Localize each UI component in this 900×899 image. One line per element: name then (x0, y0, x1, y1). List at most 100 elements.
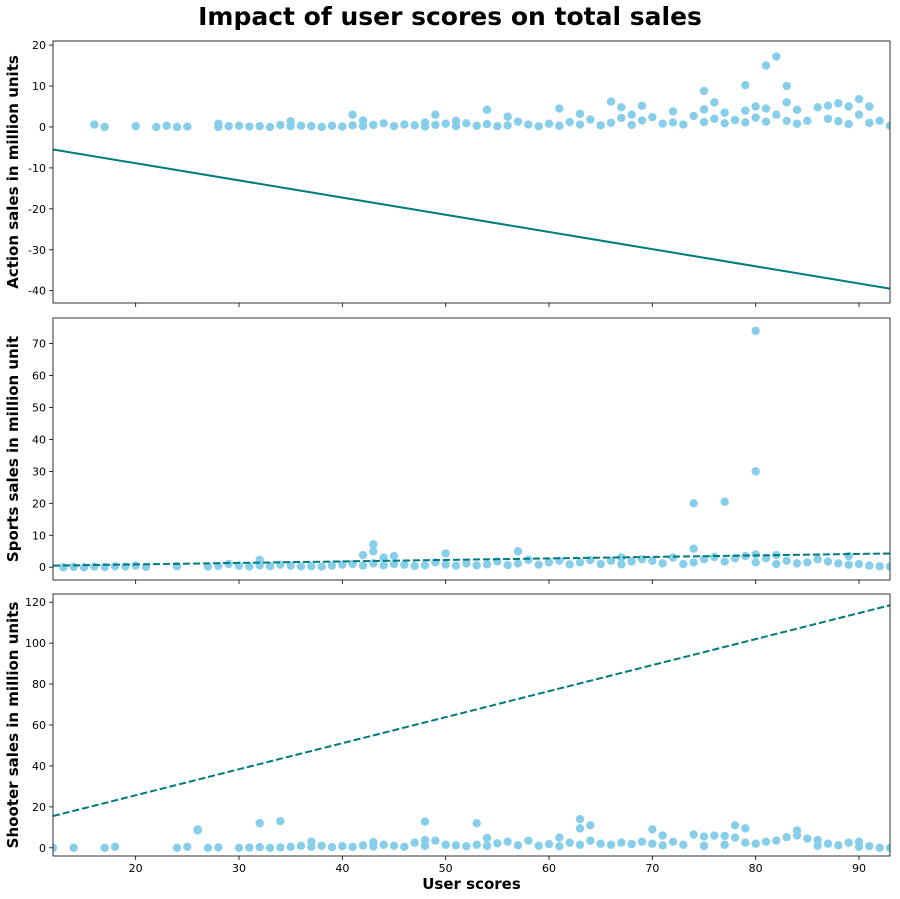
data-point (472, 840, 481, 849)
plot-frame (52, 593, 891, 857)
data-point (276, 817, 285, 826)
data-point (555, 104, 564, 113)
data-point (813, 841, 822, 850)
y-axis-label: Sports sales in million unit (4, 336, 22, 562)
data-point (854, 110, 864, 119)
data-point (792, 105, 802, 114)
data-point (782, 556, 791, 566)
data-point (172, 843, 182, 853)
data-point (307, 842, 316, 851)
data-point (596, 839, 605, 848)
data-point (327, 561, 337, 570)
data-point (286, 842, 295, 851)
data-point (834, 117, 843, 126)
data-point (214, 843, 223, 852)
data-point (720, 119, 729, 128)
data-point (203, 562, 213, 571)
data-point (782, 81, 791, 91)
data-point (741, 81, 750, 90)
data-point (741, 824, 750, 833)
data-point (482, 105, 492, 114)
y-tick-label: 70 (32, 338, 46, 351)
data-point (255, 819, 264, 828)
data-point (823, 839, 833, 848)
data-point (90, 562, 99, 571)
data-point (751, 326, 760, 335)
data-point (410, 561, 419, 571)
data-point (689, 544, 698, 553)
data-point (441, 840, 450, 849)
data-point (637, 101, 647, 110)
data-point (234, 121, 244, 130)
data-point (410, 838, 419, 847)
data-point (575, 814, 585, 824)
data-point (214, 119, 223, 128)
data-point (792, 831, 802, 840)
data-point (524, 555, 533, 565)
data-point (245, 122, 254, 131)
y-tick-label: -40 (28, 285, 46, 298)
data-point (575, 558, 585, 567)
data-point (658, 831, 667, 840)
data-point (751, 839, 760, 848)
data-point (875, 843, 884, 853)
data-point (596, 121, 605, 130)
y-tick-label: 40 (32, 760, 46, 773)
data-point (348, 842, 357, 851)
data-point (255, 121, 264, 131)
data-point (307, 562, 316, 571)
data-point (782, 832, 791, 842)
data-point (379, 553, 388, 562)
data-point (751, 558, 760, 567)
data-point (854, 842, 864, 851)
data-point (338, 560, 347, 569)
data-point (265, 843, 275, 853)
data-point (689, 558, 698, 567)
x-tick-label: 40 (335, 862, 349, 875)
data-point (431, 110, 440, 119)
data-point (513, 841, 523, 850)
data-point (710, 98, 719, 107)
y-tick-label: 40 (32, 433, 46, 446)
data-point (741, 838, 750, 847)
y-tick-label: -20 (28, 203, 46, 216)
data-point (885, 843, 890, 853)
data-point (813, 555, 822, 564)
y-tick-label: 100 (25, 637, 46, 650)
data-point (710, 114, 719, 123)
data-point (420, 841, 430, 850)
data-point (534, 560, 543, 569)
data-point (441, 119, 450, 128)
data-point (575, 840, 585, 849)
data-point (575, 824, 585, 833)
y-axis-label: Shooter sales in million units (4, 602, 22, 849)
data-point (513, 117, 523, 126)
chart-title: Impact of user scores on total sales (198, 2, 702, 31)
data-point (885, 121, 890, 130)
data-point (761, 61, 771, 70)
data-point (286, 121, 295, 131)
data-point (617, 553, 626, 562)
plot-frame (52, 40, 891, 304)
data-point (865, 118, 874, 128)
data-point (276, 120, 285, 130)
y-tick-label: -30 (28, 244, 46, 257)
data-point (792, 559, 802, 568)
data-point (379, 561, 388, 570)
data-point (441, 549, 450, 558)
x-tick-label: 50 (439, 862, 453, 875)
data-point (730, 115, 740, 125)
data-point (431, 120, 440, 130)
data-point (172, 122, 182, 132)
data-point (854, 559, 864, 569)
data-point (586, 836, 595, 845)
data-point (431, 836, 440, 845)
data-point (565, 560, 574, 569)
data-point (389, 559, 399, 569)
data-point (369, 120, 378, 130)
data-point (462, 559, 471, 568)
data-point (513, 559, 523, 568)
x-tick-label: 30 (232, 862, 246, 875)
data-point (183, 842, 192, 851)
data-point (317, 122, 326, 132)
